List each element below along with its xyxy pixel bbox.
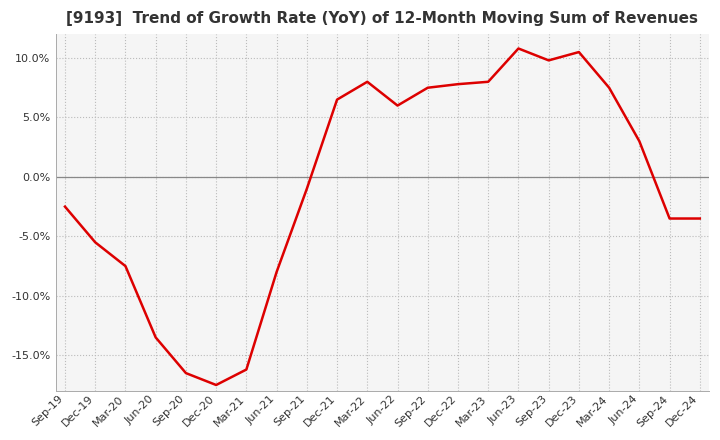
Title: [9193]  Trend of Growth Rate (YoY) of 12-Month Moving Sum of Revenues: [9193] Trend of Growth Rate (YoY) of 12-…	[66, 11, 698, 26]
